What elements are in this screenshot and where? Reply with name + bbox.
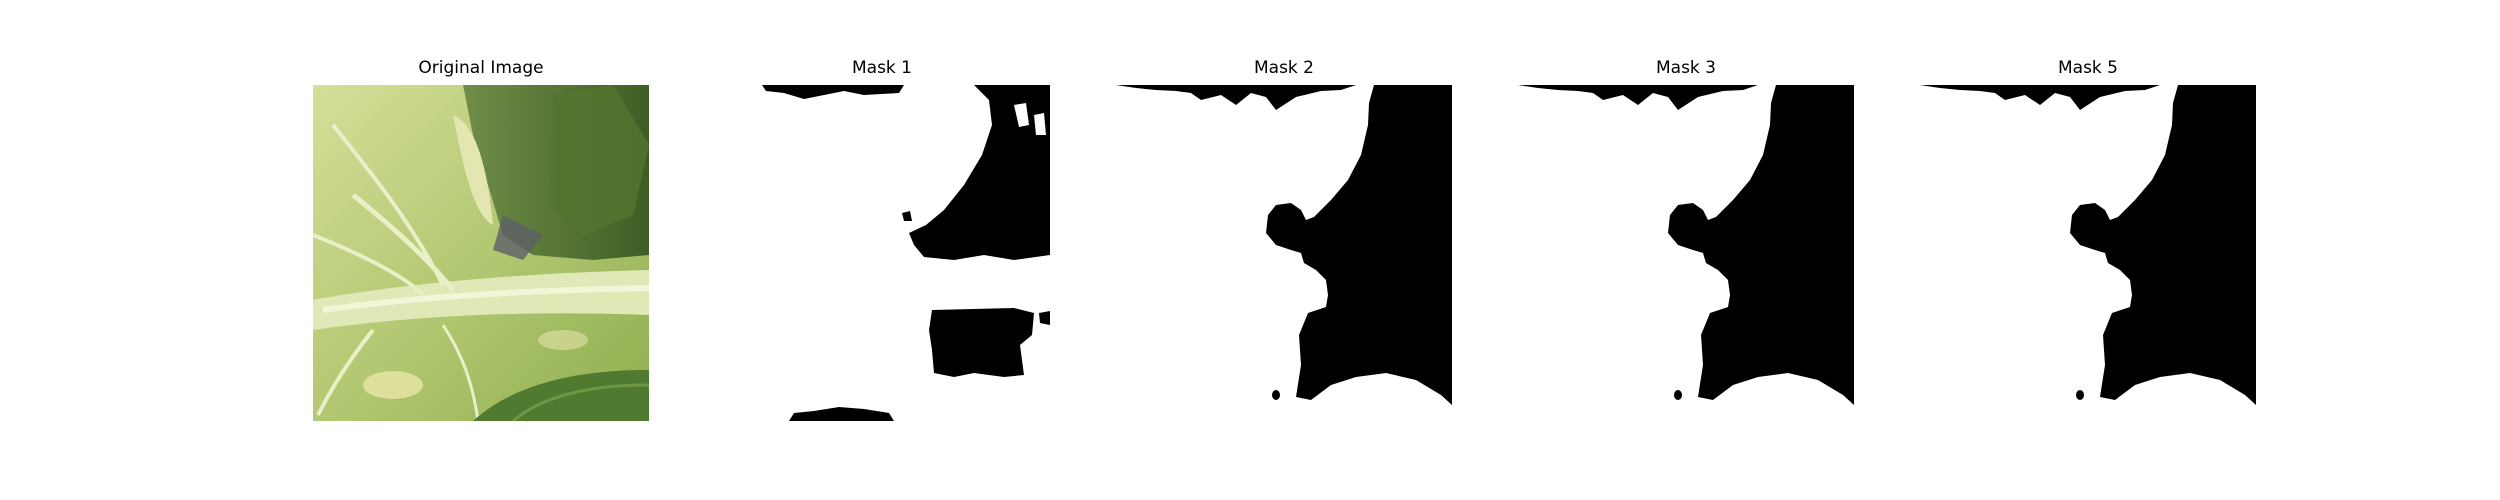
- mask-1-image: [714, 85, 1050, 421]
- mask-2-image: [1116, 85, 1452, 421]
- original-image: [313, 85, 649, 421]
- title-mask-2: Mask 2: [1253, 58, 1314, 78]
- title-mask-3: Mask 3: [1655, 58, 1716, 78]
- mask-5-image: [1920, 85, 2256, 421]
- title-mask-5: Mask 5: [2057, 58, 2118, 78]
- title-original-image: Original Image: [418, 58, 544, 78]
- title-mask-1: Mask 1: [851, 58, 912, 78]
- mask-3-image: [1518, 85, 1854, 421]
